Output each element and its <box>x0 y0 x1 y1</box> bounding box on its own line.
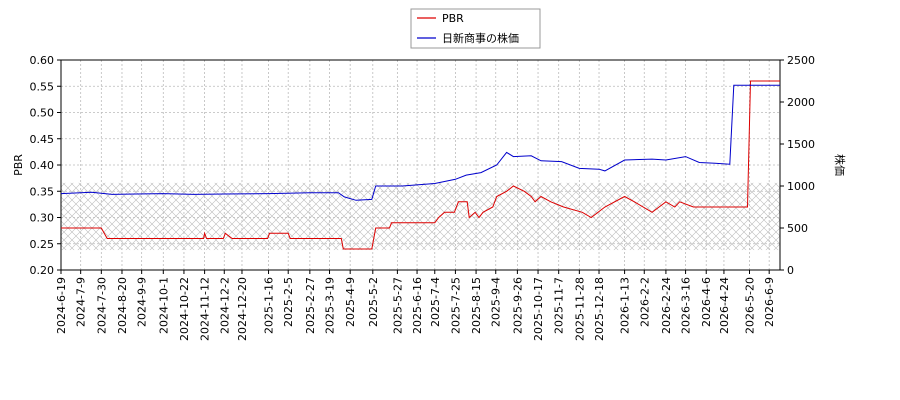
x-tick-label: 2025-5-2 <box>367 277 380 327</box>
y-tick-label: 0.60 <box>30 54 55 67</box>
plot-frame <box>60 59 781 271</box>
x-tick-label: 2025-9-4 <box>490 277 503 327</box>
x-tick-label: 2024-7-9 <box>75 277 88 327</box>
x-tick-label: 2025-6-16 <box>411 277 424 334</box>
x-tick-label: 2025-8-15 <box>470 277 483 334</box>
x-tick-label: 2025-5-27 <box>391 277 404 334</box>
legend-box <box>410 8 541 49</box>
y2-tick-label: 0 <box>787 264 794 277</box>
x-tick-label: 2026-2-2 <box>638 277 651 327</box>
y-axis-label: PBR <box>12 154 25 176</box>
y2-tick-label: 2500 <box>787 54 815 67</box>
x-tick-label: 2026-6-9 <box>763 277 776 327</box>
x-tick-label: 2025-2-27 <box>304 277 317 334</box>
y-tick-label: 0.25 <box>30 238 55 251</box>
y-tick-label: 0.50 <box>30 107 55 120</box>
x-tick-label: 2025-10-17 <box>532 277 545 341</box>
x-tick-label: 2026-1-13 <box>619 277 632 334</box>
x-tick-label: 2026-2-24 <box>660 277 673 334</box>
x-tick-label: 2025-1-16 <box>263 277 276 334</box>
x-tick-label: 2025-11-28 <box>573 277 586 341</box>
x-tick-label: 2025-11-7 <box>553 277 566 334</box>
legend-label: 日新商事の株価 <box>442 31 519 45</box>
x-tick-label: 2024-10-22 <box>178 277 191 341</box>
y2-tick-label: 1000 <box>787 180 815 193</box>
x-tick-label: 2024-10-1 <box>157 277 170 334</box>
x-tick-label: 2025-3-19 <box>324 277 337 334</box>
y-tick-label: 0.55 <box>30 80 55 93</box>
y2-axis-label: 株価 <box>833 154 847 176</box>
x-tick-label: 2026-5-20 <box>744 277 757 334</box>
x-tick-label: 2024-6-19 <box>55 277 68 334</box>
y2-tick-label: 500 <box>787 222 808 235</box>
legend: PBR 日新商事の株価 <box>410 8 541 49</box>
y-tick-label: 0.45 <box>30 133 55 146</box>
x-tick-label: 2025-2-5 <box>282 277 295 327</box>
x-tick-label: 2025-4-9 <box>344 277 357 327</box>
x-tick-label: 2025-7-25 <box>449 277 462 334</box>
x-tick-label: 2026-4-6 <box>700 277 713 327</box>
y-tick-label: 0.20 <box>30 264 55 277</box>
x-tick-label: 2024-8-20 <box>116 277 129 334</box>
y-tick-label: 0.30 <box>30 212 55 225</box>
x-tick-label: 2024-11-12 <box>199 277 212 341</box>
x-tick-label: 2024-12-20 <box>236 277 249 341</box>
x-tick-label: 2024-12-2 <box>218 277 231 334</box>
x-tick-label: 2024-9-9 <box>136 277 149 327</box>
legend-label: PBR <box>442 12 464 25</box>
x-tick-label: 2025-12-18 <box>593 277 606 341</box>
x-tick-label: 2026-3-16 <box>680 277 693 334</box>
series-line <box>61 80 780 250</box>
x-tick-label: 2025-9-26 <box>511 277 524 334</box>
series-line <box>60 84 780 201</box>
x-tick-label: 2025-7-4 <box>429 277 442 327</box>
x-tick-label: 2024-7-30 <box>95 277 108 334</box>
y-tick-label: 0.35 <box>30 185 55 198</box>
x-tick-label: 2026-4-24 <box>718 277 731 334</box>
y2-tick-label: 1500 <box>787 138 815 151</box>
y-tick-label: 0.40 <box>30 159 55 172</box>
band <box>61 182 780 251</box>
y2-tick-label: 2000 <box>787 96 815 109</box>
